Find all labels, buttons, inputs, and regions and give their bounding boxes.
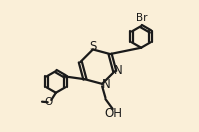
Text: Br: Br — [136, 13, 147, 23]
Text: OH: OH — [104, 107, 122, 120]
Text: O: O — [45, 97, 53, 107]
Text: S: S — [89, 40, 97, 53]
Text: N: N — [114, 64, 123, 77]
Text: N: N — [101, 78, 110, 91]
